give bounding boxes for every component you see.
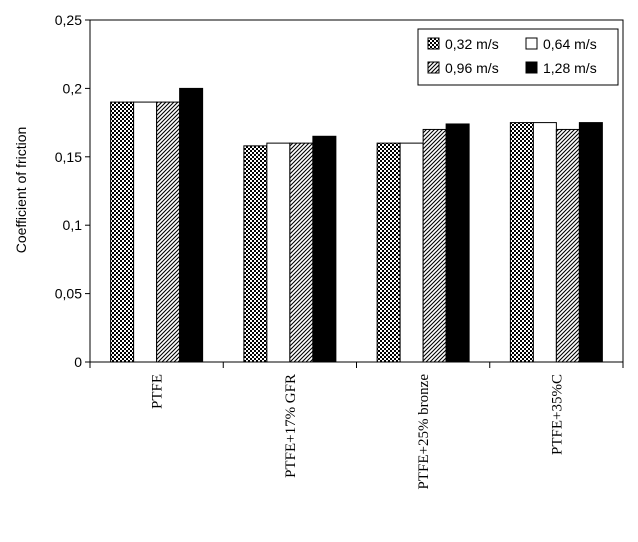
y-axis-title: Coefficient of friction: [13, 127, 29, 254]
bar: [156, 101, 181, 363]
y-tick-label: 0,25: [55, 12, 82, 28]
bar: [243, 145, 268, 363]
bar: [445, 123, 470, 363]
y-tick-label: 0: [74, 354, 82, 370]
legend-label: 1,28 m/s: [543, 60, 597, 76]
bar: [179, 87, 204, 363]
bar: [422, 128, 447, 363]
bar: [266, 142, 291, 363]
legend-label: 0,96 m/s: [445, 60, 499, 76]
bar: [509, 122, 534, 363]
bar: [532, 122, 557, 363]
legend-swatch: [525, 37, 538, 50]
bar: [578, 122, 603, 363]
y-tick-label: 0,15: [55, 149, 82, 165]
category-label: PTFE+35%C: [549, 374, 565, 455]
y-tick-label: 0,1: [63, 217, 83, 233]
bar: [555, 128, 580, 363]
bar: [376, 142, 401, 363]
legend: 0,32 m/s 0,64 m/s 0,96 m/s 1,28 m/s: [417, 28, 619, 86]
legend-box: [417, 28, 619, 86]
bar: [110, 101, 135, 363]
plot-area: 0 0,05 0,1 0,15 0,2 0,25 PTFE PTFE+17% GFR PTFE+…: [55, 12, 624, 490]
category-label: PTFE+17% GFR: [283, 374, 299, 478]
legend-swatch: [525, 61, 538, 74]
bar: [289, 142, 314, 363]
category-label: PTFE: [150, 374, 166, 409]
bar: [399, 142, 424, 363]
legend-swatch: [427, 37, 440, 50]
legend-label: 0,32 m/s: [445, 36, 499, 52]
bar: [133, 101, 158, 363]
y-tick-label: 0,2: [63, 80, 83, 96]
y-tick-label: 0,05: [55, 286, 82, 302]
category-label: PTFE+25% bronze: [416, 374, 432, 490]
legend-swatch: [427, 61, 440, 74]
legend-label: 0,64 m/s: [543, 36, 597, 52]
bar: [312, 135, 337, 363]
